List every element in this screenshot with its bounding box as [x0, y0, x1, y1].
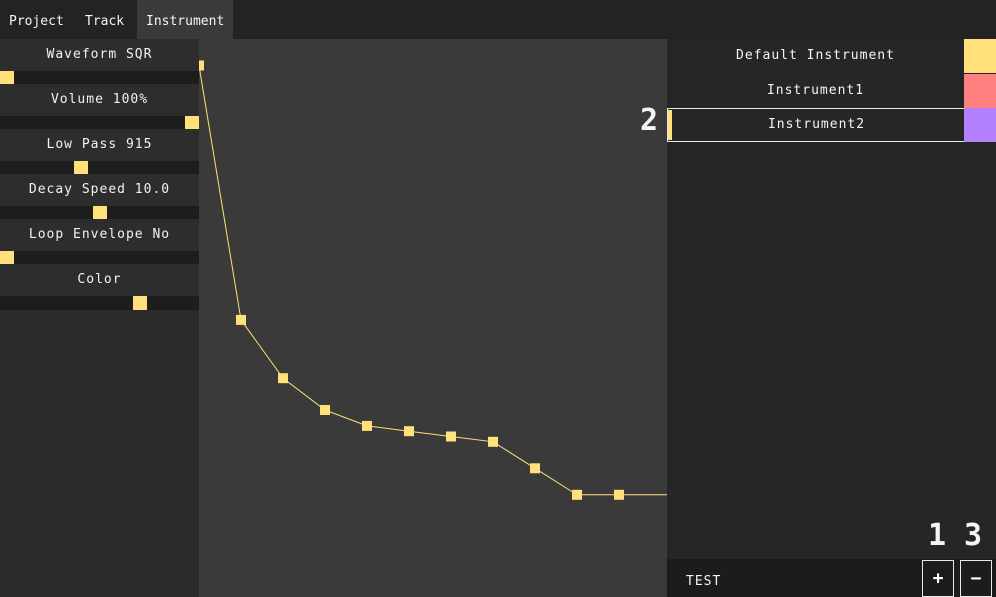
- slider-handle[interactable]: [0, 251, 14, 265]
- instrument-item[interactable]: Default Instrument: [667, 39, 996, 73]
- instrument-color-swatch: [964, 39, 996, 73]
- envelope-point[interactable]: [362, 420, 372, 431]
- envelope-graph[interactable]: [199, 39, 667, 597]
- envelope-editor[interactable]: [199, 39, 667, 597]
- decay-speed-slider[interactable]: [0, 206, 199, 220]
- instrument-name: Instrument2: [767, 117, 866, 132]
- color-slider[interactable]: [0, 296, 199, 310]
- envelope-point[interactable]: [446, 431, 456, 442]
- loop-envelope-label: Loop Envelope No: [0, 219, 199, 251]
- waveform-label: Waveform SQR: [0, 39, 199, 71]
- envelope-point[interactable]: [320, 405, 330, 415]
- selection-marker: [668, 110, 672, 140]
- instrument-color-swatch: [964, 108, 996, 142]
- tab-track[interactable]: Track: [85, 14, 125, 29]
- slider-handle[interactable]: [0, 71, 14, 85]
- hint-number-selected: 2: [640, 103, 659, 138]
- slider-handle[interactable]: [93, 206, 107, 220]
- envelope-point[interactable]: [530, 463, 540, 474]
- volume-slider[interactable]: [0, 116, 199, 130]
- remove-instrument-button[interactable]: −: [960, 560, 992, 597]
- instrument-params-panel: Waveform SQR Volume 100% Low Pass 915 De…: [0, 39, 199, 597]
- instrument-footer: TEST + −: [667, 559, 996, 597]
- instrument-color-swatch: [964, 74, 996, 108]
- top-tab-bar: Project Track Instrument: [0, 0, 996, 39]
- envelope-point[interactable]: [488, 436, 498, 447]
- instrument-test-label[interactable]: TEST: [686, 574, 722, 589]
- instrument-list-panel: Default Instrument Instrument1 Instrumen…: [667, 39, 996, 597]
- slider-handle[interactable]: [185, 116, 199, 130]
- hint-number-add: 1: [928, 518, 947, 553]
- loop-envelope-slider[interactable]: [0, 251, 199, 265]
- color-label: Color: [0, 264, 199, 296]
- envelope-point[interactable]: [278, 373, 288, 384]
- envelope-point[interactable]: [614, 489, 624, 500]
- tab-instrument[interactable]: Instrument: [137, 0, 234, 39]
- hint-number-remove: 3: [964, 518, 983, 553]
- instrument-name: Instrument1: [766, 83, 865, 98]
- low-pass-label: Low Pass 915: [0, 129, 199, 161]
- add-instrument-button[interactable]: +: [922, 560, 954, 597]
- low-pass-slider[interactable]: [0, 161, 199, 175]
- envelope-point[interactable]: [199, 60, 204, 71]
- envelope-point[interactable]: [404, 426, 414, 437]
- slider-handle[interactable]: [74, 161, 88, 175]
- envelope-line: [199, 65, 667, 496]
- instrument-item-selected[interactable]: Instrument2: [667, 108, 996, 142]
- instrument-name: Default Instrument: [736, 48, 895, 63]
- waveform-slider[interactable]: [0, 71, 199, 85]
- decay-speed-label: Decay Speed 10.0: [0, 174, 199, 206]
- tab-project[interactable]: Project: [9, 14, 64, 29]
- instrument-item[interactable]: Instrument1: [667, 74, 996, 108]
- envelope-point[interactable]: [572, 489, 582, 500]
- volume-label: Volume 100%: [0, 84, 199, 116]
- envelope-point[interactable]: [236, 314, 246, 325]
- slider-handle[interactable]: [133, 296, 147, 310]
